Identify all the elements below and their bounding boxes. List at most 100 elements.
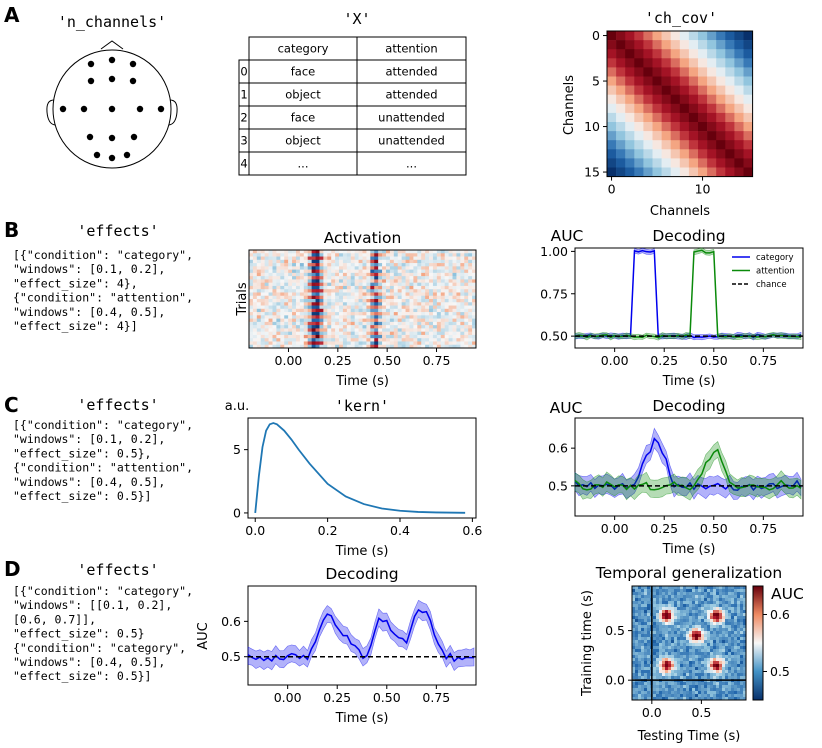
cov-cell xyxy=(698,85,708,95)
tempgen-cell xyxy=(701,667,705,671)
tempgen-cell xyxy=(638,688,642,692)
activation-cell xyxy=(323,312,328,316)
activation-cell xyxy=(292,338,297,342)
cov-cell xyxy=(643,112,653,123)
activation-cell xyxy=(319,338,324,342)
cov-cell xyxy=(679,149,690,159)
tempgen-cell xyxy=(668,640,672,644)
activation-cell xyxy=(405,250,410,254)
tempgen-cell xyxy=(686,685,690,689)
activation-cell xyxy=(276,299,281,303)
activation-cell xyxy=(272,344,277,348)
cov-cell xyxy=(688,149,699,159)
cov-cell xyxy=(734,140,744,150)
activation-cell xyxy=(323,279,328,283)
tempgen-cell xyxy=(698,688,702,692)
activation-cell xyxy=(354,285,359,290)
tempgen-cell xyxy=(659,649,663,653)
activation-cell xyxy=(417,312,422,316)
tempgen-cell xyxy=(728,601,732,605)
tempgen-cell xyxy=(701,682,705,686)
activation-cell xyxy=(385,256,391,261)
tempgen-cell xyxy=(719,604,723,608)
tempgen-cell xyxy=(698,610,702,614)
activation-cell xyxy=(303,312,309,316)
tempgen-cell xyxy=(698,661,702,665)
activation-cell xyxy=(272,318,277,323)
activation-cell xyxy=(280,269,285,274)
activation-cell xyxy=(280,341,285,346)
tempgen-cell xyxy=(740,652,744,656)
tempgen-cell xyxy=(743,625,746,629)
activation-cell xyxy=(429,289,434,293)
activation-cell xyxy=(440,331,445,336)
activation-cell xyxy=(385,321,391,326)
activation-cell xyxy=(448,344,453,348)
tempgen-cell xyxy=(668,601,672,605)
activation-cell xyxy=(335,331,340,336)
tempgen-cell xyxy=(665,682,669,686)
tempgen-cell xyxy=(656,664,660,668)
activation-cell xyxy=(292,282,297,287)
tempgen-cell xyxy=(698,634,702,638)
activation-cell xyxy=(264,282,269,287)
activation-cell xyxy=(456,276,461,280)
cov-cell xyxy=(670,103,681,114)
activation-cell xyxy=(436,295,442,300)
tempgen-cell xyxy=(722,643,726,647)
activation-cell xyxy=(268,331,273,336)
tempgen-cell xyxy=(728,604,732,608)
tempgen-cell xyxy=(671,667,675,671)
tempgen-cell xyxy=(692,676,696,680)
tempgen-cell xyxy=(644,631,648,635)
activation-cell xyxy=(264,289,269,293)
tempgen-cell xyxy=(641,694,645,698)
activation-cell xyxy=(405,308,410,313)
activation-cell xyxy=(307,325,312,329)
tempgen-cell xyxy=(719,592,723,596)
tempgen-cell xyxy=(737,592,741,596)
tempgen-cell xyxy=(671,586,675,590)
tempgen-cell xyxy=(668,607,672,611)
activation-cell xyxy=(444,299,449,303)
tempgen-cell xyxy=(635,655,639,659)
tempgen-cell xyxy=(641,685,645,689)
activation-cell xyxy=(444,263,449,267)
tempgen-cell xyxy=(731,592,735,596)
tempgen-cell xyxy=(674,667,678,671)
tempgen-cell xyxy=(635,646,639,650)
tempgen-cell xyxy=(656,649,660,653)
tempgen-cell xyxy=(683,607,687,611)
activation-cell xyxy=(432,328,438,332)
tempgen-cell xyxy=(635,682,639,686)
tempgen-cell xyxy=(683,604,687,608)
cov-cell xyxy=(679,94,690,105)
activation-cell xyxy=(307,334,312,339)
activation-cell xyxy=(382,253,387,257)
activation-cell xyxy=(268,312,273,316)
tempgen-cell xyxy=(728,685,732,689)
activation-cell xyxy=(444,338,449,342)
tempgen-cell xyxy=(701,604,705,608)
tempgen-cell xyxy=(644,658,648,662)
activation-cell xyxy=(307,266,312,270)
cov-cell xyxy=(725,94,735,105)
activation-cell xyxy=(436,276,442,280)
activation-cell xyxy=(346,338,352,342)
tempgen-cell xyxy=(647,667,651,671)
activation-cell xyxy=(327,269,332,274)
tempgen-cell xyxy=(728,589,732,593)
activation-cell xyxy=(444,259,449,264)
activation-cell xyxy=(460,331,465,336)
tempgen-cell xyxy=(662,637,666,641)
tempgen-cell xyxy=(692,622,696,626)
tempgen-cell xyxy=(653,592,657,596)
activation-cell xyxy=(370,292,375,297)
colorbar-gradient xyxy=(752,585,764,701)
tempgen-cell xyxy=(680,613,684,617)
activation-cell xyxy=(456,338,461,342)
tempgen-cell xyxy=(725,619,729,623)
tempgen-cell xyxy=(653,655,657,659)
tempgen-cell xyxy=(659,667,663,671)
ytick-label: 0.5 xyxy=(548,478,568,493)
